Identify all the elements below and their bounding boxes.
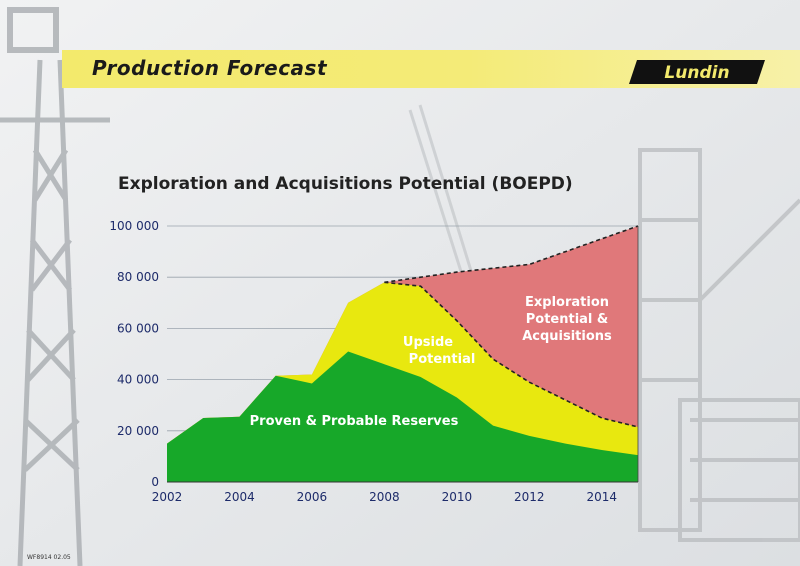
axes: 0 20 000 40 000 60 000 80 000 100 000 2002 2004… [109,219,638,504]
exploration-dashed-line [384,225,639,284]
exploration-label: Exploration Potential & Acquisitions [522,295,612,344]
x-tick-label: 2006 [297,490,328,504]
y-tick-label: 60 000 [117,321,159,335]
upside-dashed-line [384,281,639,428]
svg-text:Lundin: Lundin [664,63,729,83]
dashed-outlines [384,225,639,482]
y-tick-label: 100 000 [109,219,159,233]
area-series [167,226,638,482]
derrick-silhouette [0,7,110,566]
y-tick-label: 20 000 [117,424,159,438]
x-tick-label: 2010 [442,490,473,504]
upside-label: Upside Potential [403,335,475,367]
proven-area [167,351,638,482]
platform-silhouette [638,148,800,542]
x-tick-label: 2002 [152,490,183,504]
annotations: Proven & Probable Reserves Upside Potentia… [250,295,612,429]
y-tick-label: 80 000 [117,270,159,284]
chart-title: Exploration and Acquisitions Potential (… [118,174,573,194]
x-tick-label: 2012 [514,490,545,504]
y-tick-label: 0 [151,475,159,489]
slide-title: Production Forecast [92,56,328,80]
x-tick-label: 2004 [224,490,255,504]
y-tick-label: 40 000 [117,373,159,387]
proven-label: Proven & Probable Reserves [250,414,459,429]
lundin-logo: Lundin [629,60,765,84]
x-tick-label: 2008 [369,490,400,504]
footer-code: WF8914 02.05 [27,554,71,561]
x-tick-label: 2014 [586,490,617,504]
